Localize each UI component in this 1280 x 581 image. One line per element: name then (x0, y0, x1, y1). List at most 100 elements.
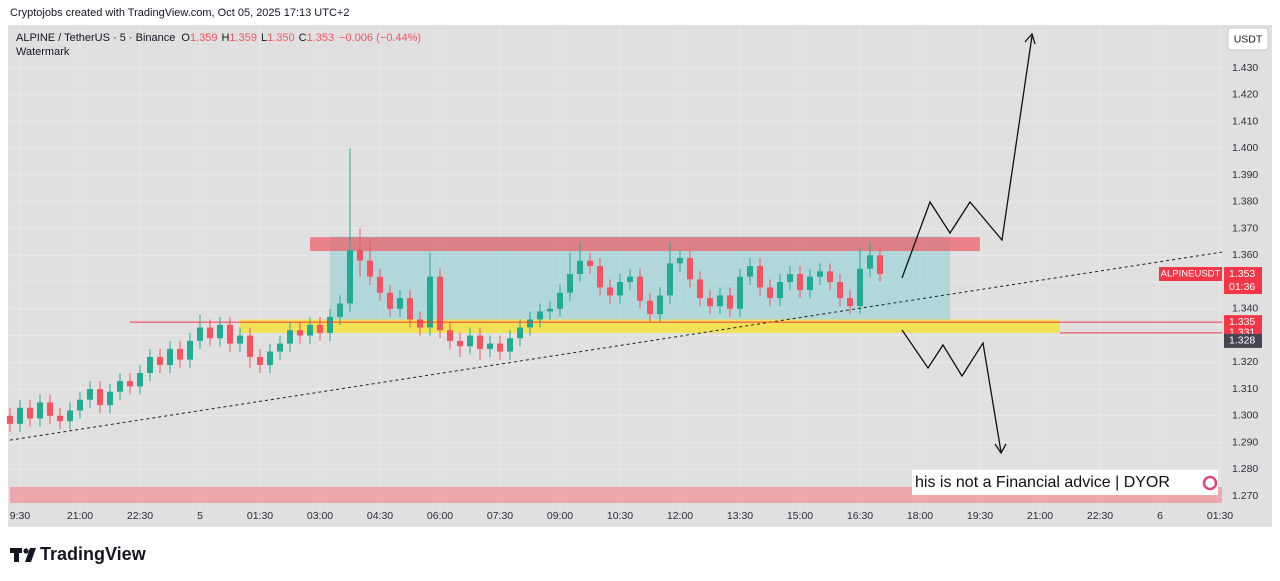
projection-path (901, 35, 1033, 279)
candle-body (217, 324, 223, 339)
candle-body (367, 260, 373, 277)
candle-body (577, 260, 583, 275)
candle-body (67, 410, 73, 422)
x-tick-label: 13:30 (727, 510, 753, 522)
last-price-label: 1.353 (1229, 268, 1255, 280)
x-tick-label: 06:00 (427, 510, 453, 522)
candle-body (347, 249, 353, 304)
footer-brand: TradingView (40, 544, 147, 564)
zone (240, 319, 1060, 333)
candle-body (587, 260, 593, 266)
candle-body (247, 335, 253, 357)
candle-body (267, 351, 273, 365)
logo-part (23, 548, 29, 554)
ohlc-value: 1.359 (190, 32, 218, 44)
candle-body (377, 276, 383, 293)
ohlc-value: 1.353 (307, 32, 335, 44)
candle-body (97, 389, 103, 406)
candle-body (287, 330, 293, 344)
candle-body (867, 255, 873, 269)
candle-body (257, 356, 263, 365)
candle-body (667, 263, 673, 296)
candle-body (637, 276, 643, 301)
x-tick-label: 6 (1157, 510, 1163, 522)
candle-body (807, 276, 813, 291)
x-tick-label: 01:30 (1207, 510, 1233, 522)
candle-body (597, 266, 603, 288)
countdown: 01:36 (1229, 281, 1255, 293)
y-tick-label: 1.290 (1232, 436, 1258, 448)
candle-body (147, 356, 153, 373)
currency[interactable]: USDT (1234, 33, 1263, 45)
currency-button[interactable] (1227, 27, 1269, 51)
x-tick-label: 03:00 (307, 510, 333, 522)
projection-up (901, 32, 1036, 279)
x-tick-label: 22:30 (1087, 510, 1113, 522)
indicator-label: Watermark (16, 46, 70, 58)
candle-body (827, 271, 833, 283)
x-tick-label: 04:30 (367, 510, 393, 522)
candle-body (487, 343, 493, 349)
candle-body (707, 298, 713, 307)
candle-body (627, 276, 633, 283)
x-tick-label: 07:30 (487, 510, 513, 522)
candle-body (437, 276, 443, 331)
x-tick-label: 10:30 (607, 510, 633, 522)
zone (310, 237, 980, 252)
grid (10, 25, 1222, 507)
x-tick-label: 21:00 (67, 510, 93, 522)
symbol-title: ALPINE / TetherUS · 5 · Binance (16, 32, 175, 44)
x-tick-label: 15:00 (787, 510, 813, 522)
marker-label-box (1224, 333, 1262, 348)
candle-body (427, 276, 433, 328)
header: Cryptojobs created with TradingView.com,… (10, 7, 349, 19)
symbol-tag: ALPINEUSDT (1161, 269, 1221, 280)
candle-body (557, 292, 563, 309)
candle-body (607, 287, 613, 296)
y-tick-label: 1.280 (1232, 463, 1258, 475)
candle-body (277, 343, 283, 352)
candle-body (467, 335, 473, 347)
candle-body (767, 287, 773, 299)
candle-body (237, 335, 243, 344)
legend: ALPINE / TetherUS · 5 · Binance O1.359 H1.… (16, 32, 421, 44)
candle-body (417, 319, 423, 328)
candle-body (27, 407, 33, 419)
candle-body (647, 300, 653, 315)
candle-body (697, 279, 703, 299)
y-tick-label: 1.390 (1232, 169, 1258, 181)
candle-body (37, 402, 43, 419)
candle-body (207, 327, 213, 339)
candle-body (407, 298, 413, 320)
y-tick-label: 1.270 (1232, 490, 1258, 502)
candle-body (817, 271, 823, 277)
candles (7, 148, 883, 432)
candle-body (787, 274, 793, 283)
candle-body (397, 298, 403, 309)
candle-body (327, 316, 333, 333)
y-tick-label: 1.380 (1232, 196, 1258, 208)
ohlc-label: C (299, 32, 307, 44)
candle-body (317, 324, 323, 333)
x-tick-label: 18:00 (907, 510, 933, 522)
arrow-head (1024, 32, 1036, 45)
candle-body (57, 415, 63, 422)
marker-label: 1.328 (1229, 335, 1255, 347)
candle-body (797, 274, 803, 291)
logo-part (25, 548, 36, 562)
y-tick-label: 1.370 (1232, 222, 1258, 234)
candle-body (497, 343, 503, 352)
disclaimer-box (912, 470, 1218, 495)
candle-body (17, 407, 23, 424)
y-tick-label: 1.300 (1232, 410, 1258, 422)
x-tick-label: 16:30 (847, 510, 873, 522)
y-tick-label: 1.360 (1232, 249, 1258, 261)
ohlc-label: H (221, 32, 229, 44)
x-tick-label: 5 (197, 510, 203, 522)
candle-body (387, 292, 393, 309)
candle-body (157, 356, 163, 365)
candle-body (727, 295, 733, 309)
candle-body (197, 327, 203, 341)
candle-body (717, 295, 723, 307)
